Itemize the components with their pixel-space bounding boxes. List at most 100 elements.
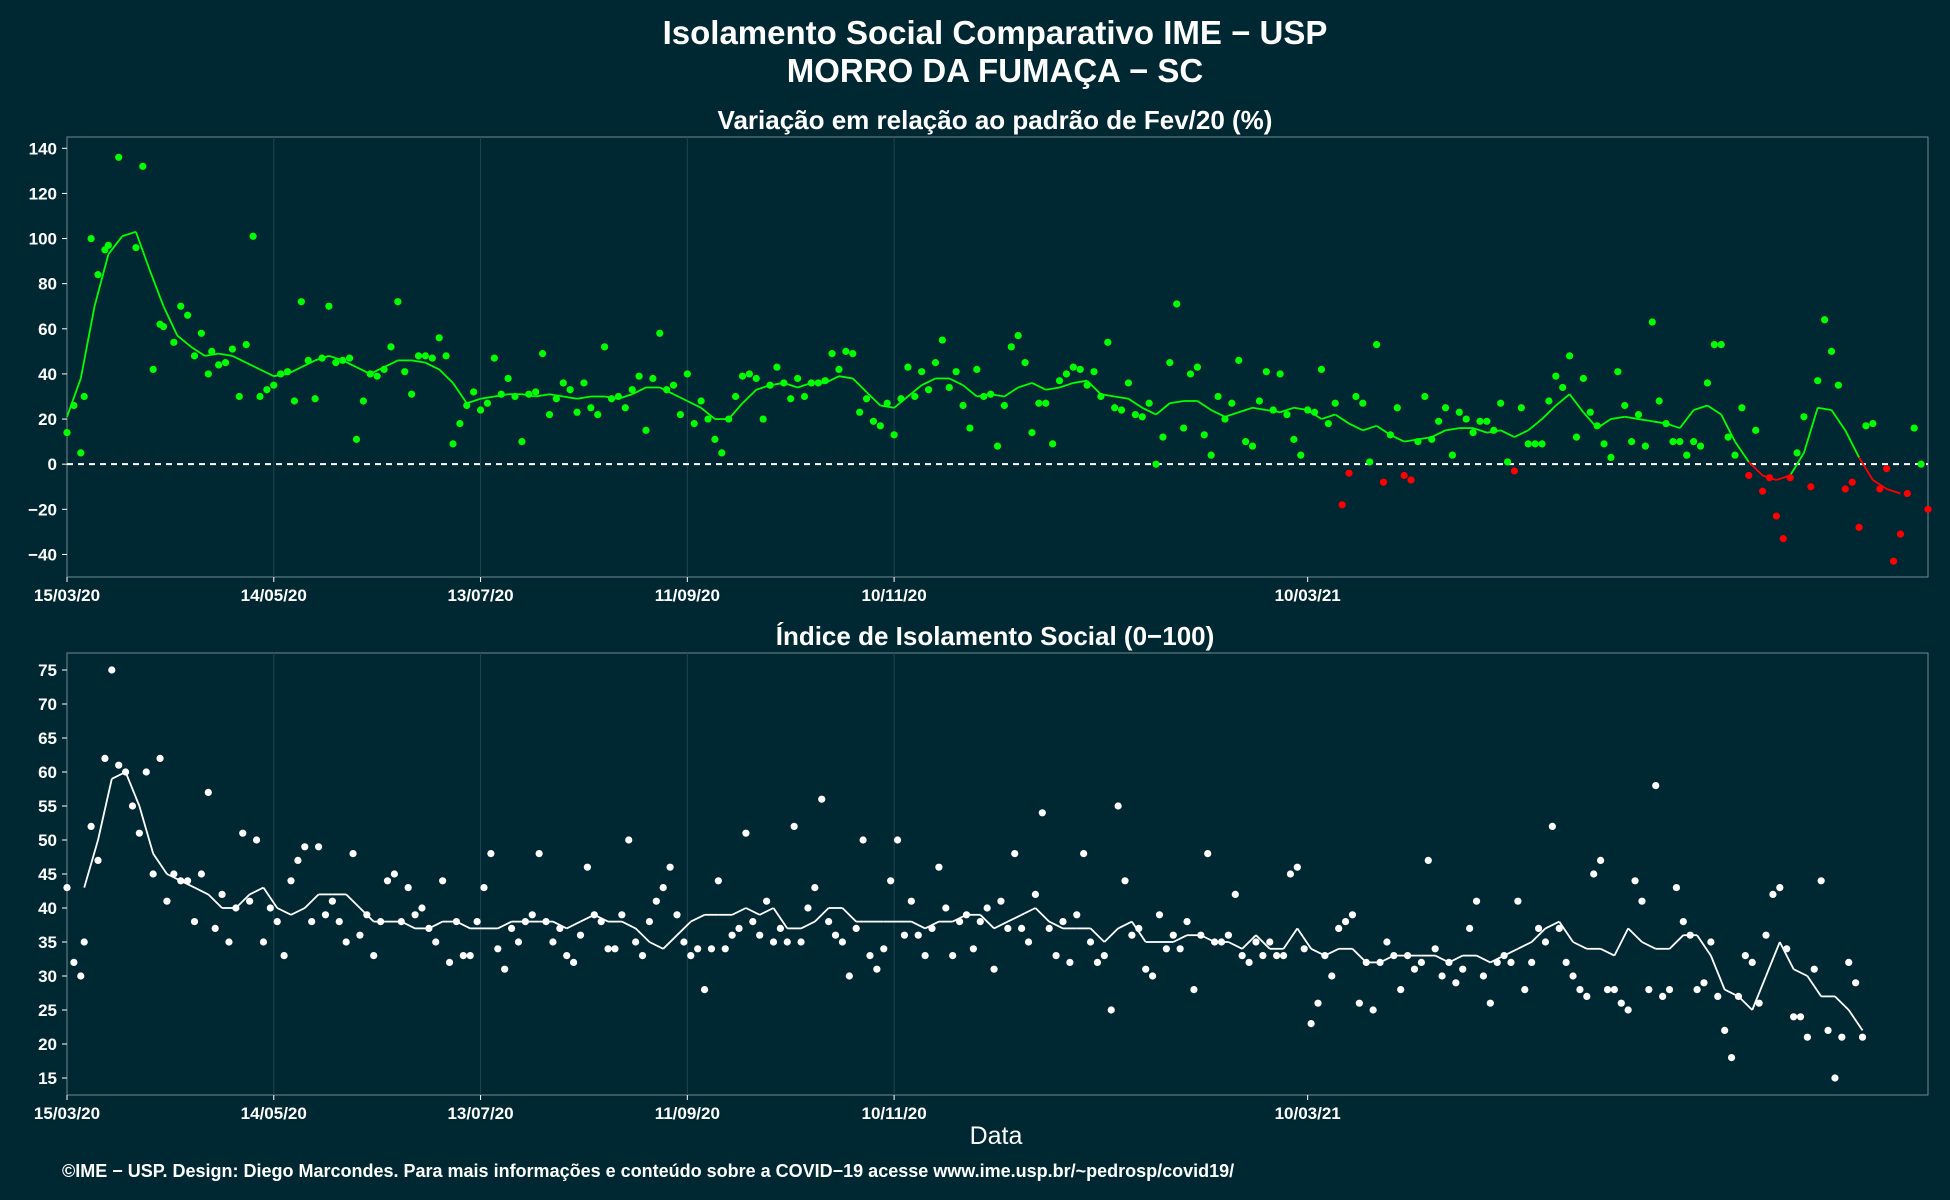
index-avg-segment [83,839,99,888]
variation-data-point [1752,426,1760,434]
variation-data-point [621,404,629,412]
index-data-point [1335,924,1343,933]
variation-data-point [1628,438,1636,446]
variation-data-point [421,352,430,360]
variation-avg-segment [452,382,468,404]
variation-data-point [1710,340,1718,349]
index-data-point [1624,1006,1632,1014]
variation-avg-segment [1734,441,1750,463]
variation-data-point [1441,404,1450,412]
variation-data-point [1076,365,1084,374]
index-data-point [1038,809,1046,817]
index-data-point [859,836,867,844]
index-data-point [825,918,833,926]
variation-data-point [725,415,733,423]
index-y-tick-label: 50 [38,831,57,850]
variation-data-point [1848,478,1856,486]
index-data-point [156,754,164,763]
index-avg-segment [194,886,209,896]
variation-avg-segment [1003,386,1019,398]
index-data-point [1190,986,1198,994]
variation-data-point [1910,424,1918,432]
variation-data-point [463,401,471,410]
index-avg-segment [304,893,320,909]
index-data-point [1279,952,1288,960]
index-avg-segment [1296,927,1312,950]
variation-data-point [1400,471,1408,480]
index-avg-segment [1710,955,1726,990]
variation-data-point [1462,415,1470,423]
variation-data-point [1028,428,1036,437]
variation-data-point [1696,442,1705,450]
variation-avg-segment [1114,395,1129,400]
index-data-point [887,877,895,885]
variation-data-point [876,422,884,430]
variation-data-point [1517,404,1525,412]
variation-data-point [1731,451,1739,459]
index-data-point [1266,938,1274,946]
index-data-point [108,666,116,674]
variation-data-point [1111,404,1119,412]
variation-data-point [1359,399,1367,407]
index-data-point [1541,938,1550,946]
variation-data-point [1180,424,1188,432]
index-data-point [1107,1006,1115,1014]
index-data-point [866,952,874,960]
variation-data-point [94,271,102,279]
index-data-point [900,931,909,939]
variation-data-point [1827,347,1836,355]
variation-data-point [1386,431,1394,439]
index-data-point [404,884,412,892]
variation-data-point [470,388,478,396]
index-avg-segment [1696,934,1712,957]
variation-data-point [414,352,423,360]
variation-data-point [1779,535,1787,543]
variation-y-tick-label: 120 [29,184,57,203]
index-data-point [349,850,357,858]
variation-data-point [1345,469,1353,477]
index-avg-segment [814,907,830,923]
variation-data-point [869,417,878,425]
index-data-point [1162,945,1170,953]
variation-data-point [1283,410,1291,419]
variation-data-point [1193,363,1201,371]
index-data-point [163,897,171,905]
index-x-tick-label: 14/05/20 [241,1104,307,1123]
variation-avg-segment [1748,461,1764,477]
variation-data-point [635,372,643,380]
variation-data-point [1538,440,1546,448]
variation-avg-segment [838,375,853,380]
variation-data-point [1869,419,1877,428]
index-data-point [1086,938,1095,946]
variation-data-point [1262,368,1270,376]
index-data-point [1659,992,1667,1001]
variation-data-point [1310,408,1319,416]
index-data-point [190,918,199,926]
variation-avg-segment [741,389,757,404]
index-avg-segment [621,920,637,930]
index-data-point [659,884,667,892]
index-data-point [1176,945,1184,953]
variation-avg-segment [1031,382,1047,391]
index-data-point [1362,958,1370,967]
index-data-point [1093,958,1102,967]
index-data-point [1665,986,1674,994]
index-data-point [797,938,805,946]
index-data-point [1252,938,1260,946]
index-data-point [1514,897,1522,905]
variation-data-point [1821,316,1829,324]
index-data-point [232,904,240,912]
variation-data-point [1035,399,1043,407]
index-avg-segment [1282,927,1299,950]
variation-avg-segment [438,368,454,384]
index-data-point [1231,890,1239,899]
index-y-tick-label: 65 [38,729,57,748]
variation-data-point [959,401,967,410]
index-data-point [652,897,660,905]
variation-x-tick-label: 15/03/20 [34,586,100,605]
variation-data-point [435,334,443,342]
variation-data-point [1648,318,1656,326]
variation-data-point [242,340,250,349]
variation-data-point [408,390,416,398]
index-x-tick-label: 11/09/20 [655,1104,720,1123]
